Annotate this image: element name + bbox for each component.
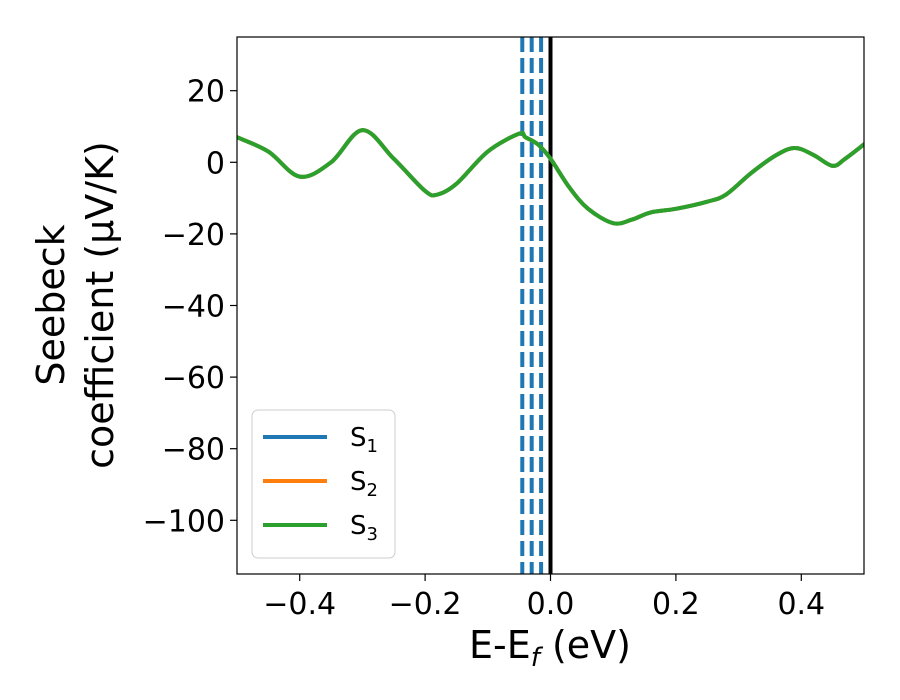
legend: S1 S2 S3: [251, 409, 396, 559]
series-line-s3: [237, 128, 864, 226]
y-tick-label: −20: [162, 218, 225, 253]
x-tick-label: 0.4: [777, 587, 825, 622]
x-axis-label: E-Ef (eV): [469, 623, 631, 673]
y-tick-label: −40: [162, 290, 225, 325]
y-axis-label: Seebeck coefficient (μV/K): [29, 141, 122, 469]
y-tick-label: 20: [187, 75, 225, 110]
y-tick-label: −100: [143, 504, 225, 539]
vertical-lines: [520, 37, 553, 574]
x-ticks: −0.4 −0.2 0.0 0.2 0.4: [263, 574, 825, 622]
legend-label-s1: S1: [350, 423, 378, 457]
y-axis-label-line1: Seebeck: [29, 224, 73, 385]
series-lines: [237, 128, 864, 226]
y-tick-label: 0: [206, 146, 225, 181]
legend-label-s3: S3: [350, 511, 378, 545]
y-tick-label: −80: [162, 433, 225, 468]
legend-label-s2: S2: [350, 467, 378, 501]
x-tick-label: −0.2: [389, 587, 462, 622]
y-tick-label: −60: [162, 361, 225, 396]
y-ticks: 20 0 −20 −40 −60 −80 −100: [143, 75, 237, 539]
y-axis-label-line2: coefficient (μV/K): [78, 141, 122, 469]
x-tick-label: 0.2: [652, 587, 700, 622]
x-tick-label: −0.4: [263, 587, 336, 622]
legend-box: [251, 409, 396, 559]
x-tick-label: 0.0: [527, 587, 575, 622]
